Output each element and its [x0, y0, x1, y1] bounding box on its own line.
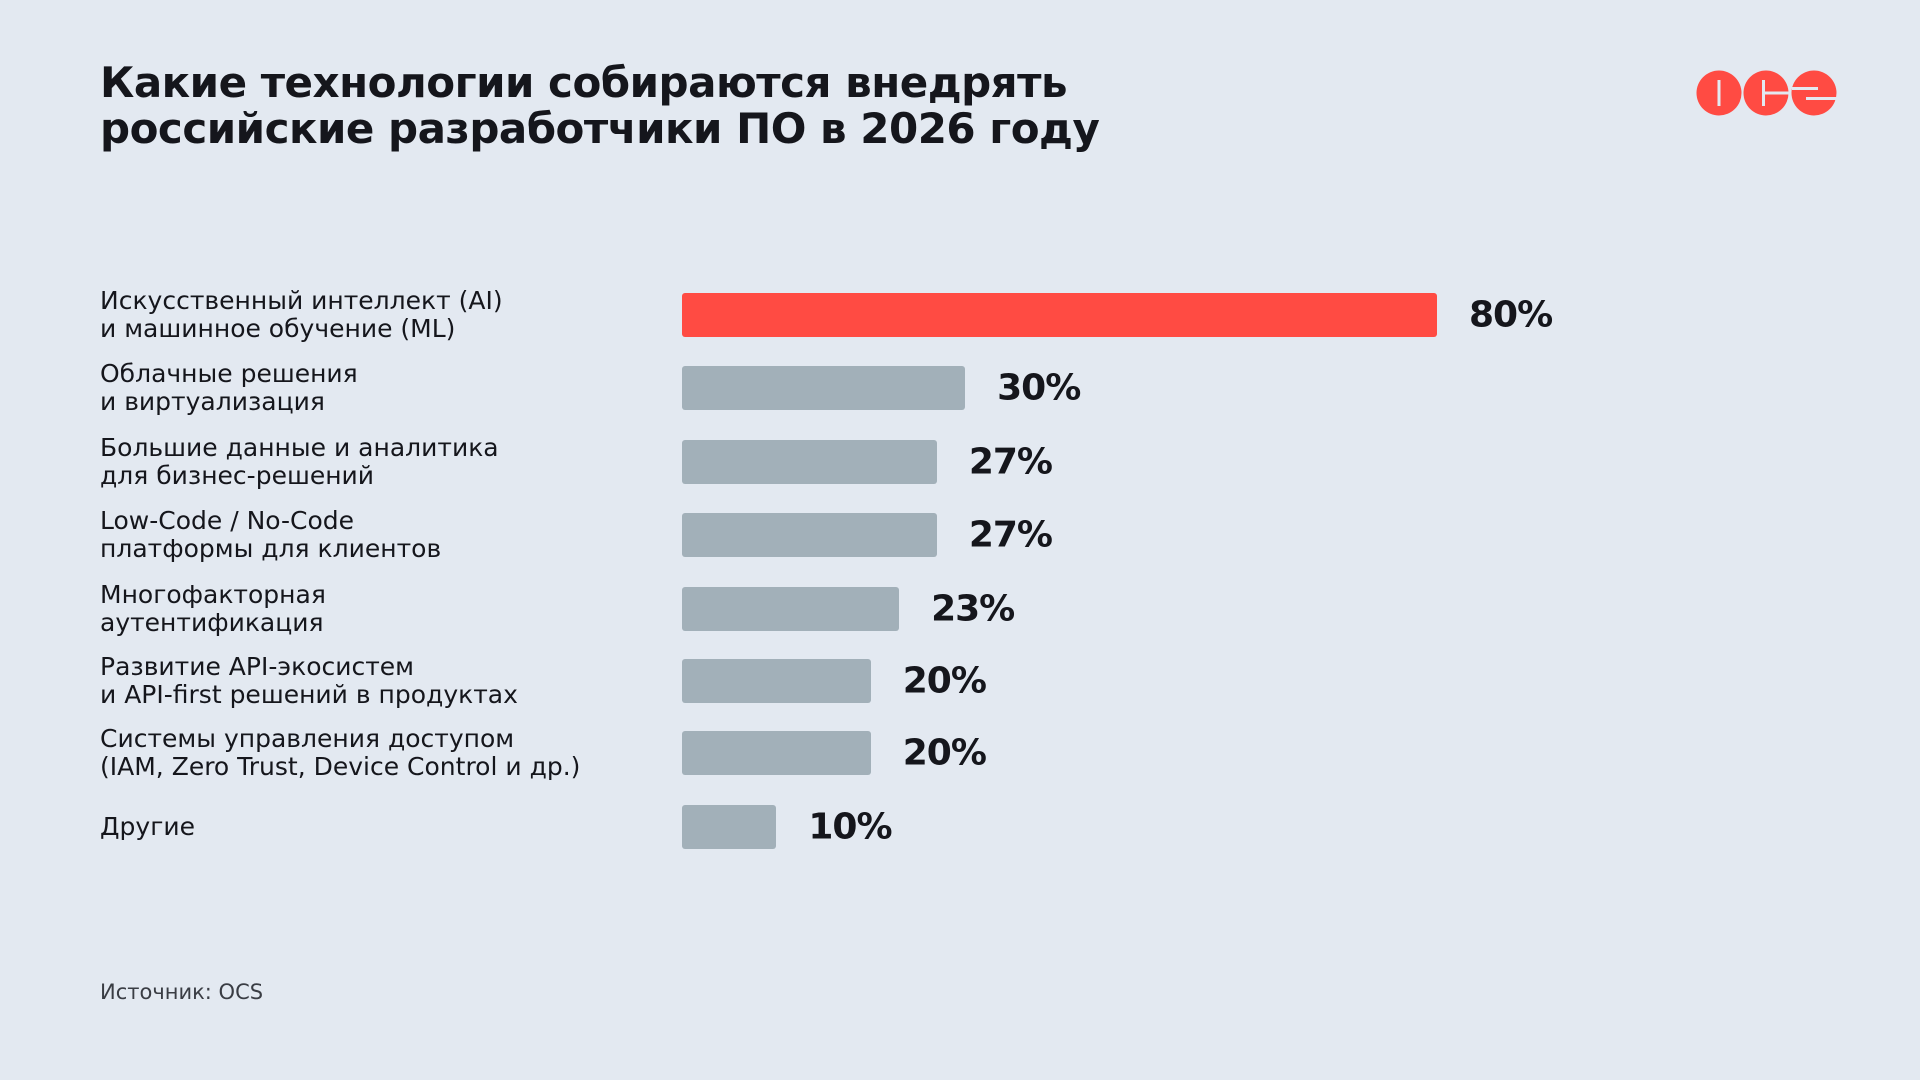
bar	[682, 513, 937, 557]
bar	[682, 587, 900, 631]
chart-title: Какие технологии собираются внедрять рос…	[100, 58, 1100, 153]
category-label-line: платформы для клиентов	[100, 534, 442, 563]
bar-row: Искусственный интеллект (AI) и машинное о…	[0, 278, 1920, 352]
category-label-line: Развитие API-экосистем	[100, 652, 415, 681]
bar-row: Большие данные и аналитика для бизнес-реш…	[0, 425, 1920, 499]
category-label: Большие данные и аналитика для бизнес-реш…	[100, 434, 499, 490]
value-label: 27%	[968, 441, 1053, 483]
bar-row: Облачные решения и виртуализация 30%	[0, 351, 1920, 425]
bar	[682, 659, 871, 703]
category-label-line: и машинное обучение (ML)	[100, 314, 456, 343]
bar	[682, 805, 777, 849]
value-label: 10%	[808, 806, 892, 848]
bar-row: Многофакторная аутентификация 23%	[0, 572, 1920, 646]
category-label: Low-Code / No-Code платформы для клиентов	[100, 507, 441, 563]
category-label: Другие	[100, 813, 195, 841]
category-label: Искусственный интеллект (AI) и машинное о…	[100, 287, 503, 343]
category-label-line: и виртуализация	[100, 387, 325, 416]
bar	[682, 366, 966, 410]
bar-row: Другие 10%	[0, 790, 1920, 864]
category-label-line: Системы управления доступом	[100, 724, 515, 753]
source-note: Источник: OCS	[100, 980, 264, 1004]
category-label-line: аутентификация	[100, 608, 324, 637]
category-label-line: для бизнес-решений	[100, 461, 375, 490]
category-label: Развитие API-экосистем и API-first решени…	[100, 653, 518, 709]
category-label: Многофакторная аутентификация	[100, 581, 326, 637]
ocs-logo	[1696, 70, 1838, 116]
category-label-line: Многофакторная	[100, 580, 326, 609]
category-label-line: Большие данные и аналитика	[100, 433, 499, 462]
bar-row: Системы управления доступом (IAM, Zero Tr…	[0, 716, 1920, 790]
category-label-line: и API-first решений в продуктах	[100, 680, 518, 709]
category-label-line: Облачные решения	[100, 359, 358, 388]
category-label: Облачные решения и виртуализация	[100, 360, 358, 416]
category-label-line: Искусственный интеллект (AI)	[100, 286, 503, 315]
value-label: 27%	[968, 514, 1053, 556]
category-label: Системы управления доступом (IAM, Zero Tr…	[100, 725, 580, 781]
bar	[682, 293, 1437, 337]
category-label-line: Другие	[100, 812, 195, 841]
bar-row: Low-Code / No-Code платформы для клиентов…	[0, 498, 1920, 572]
category-label-line: Low-Code / No-Code	[100, 506, 355, 535]
value-label: 20%	[902, 732, 987, 774]
chart-title-line-1: Какие технологии собираются внедрять	[100, 58, 1068, 107]
value-label: 23%	[931, 588, 1015, 630]
bar-row: Развитие API-экосистем и API-first решени…	[0, 644, 1920, 718]
value-label: 30%	[997, 367, 1081, 409]
value-label: 80%	[1469, 294, 1553, 336]
value-label: 20%	[902, 660, 987, 702]
bar	[682, 440, 937, 484]
chart-title-line-2: российские разработчики ПО в 2026 году	[100, 104, 1100, 153]
bar	[682, 731, 871, 775]
category-label-line: (IAM, Zero Trust, Device Control и др.)	[100, 752, 581, 781]
